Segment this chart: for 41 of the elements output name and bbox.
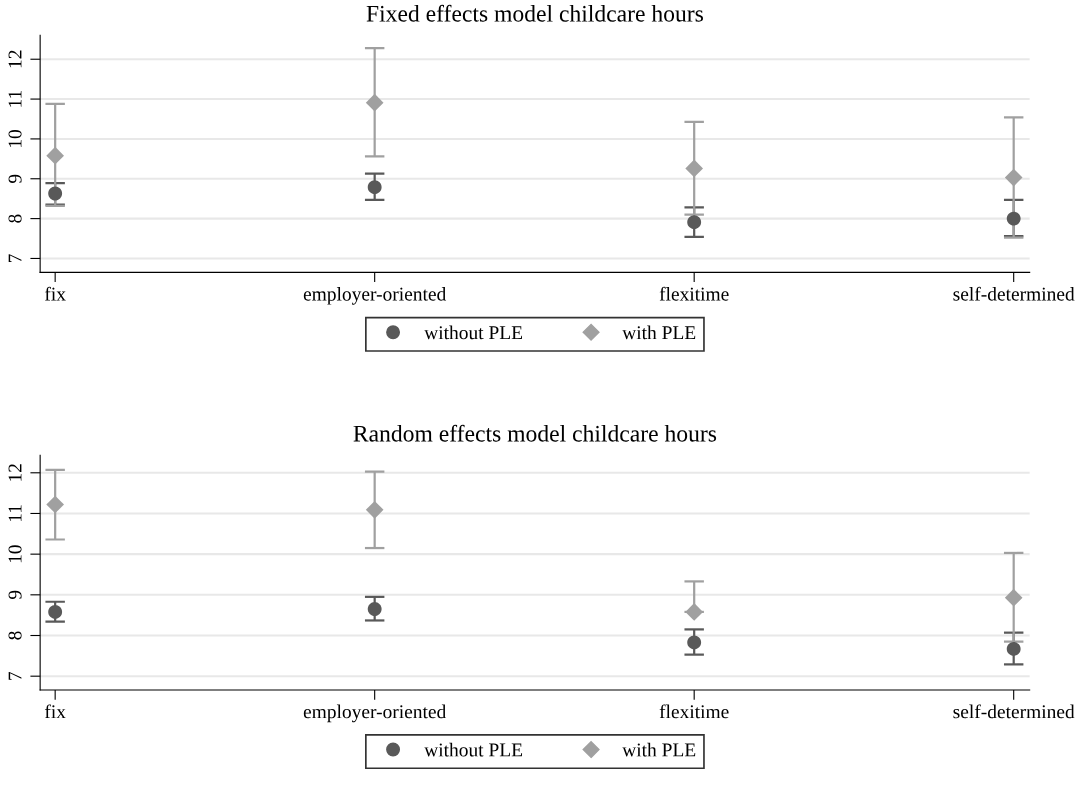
y-tick-label: 10 [8,545,22,563]
x-tick-label: self-determined [953,704,1075,719]
point [685,603,704,621]
x-tick-label: flexitime [659,704,729,719]
legend-label: without PLE [424,325,523,340]
x-tick-label: employer-oriented [303,286,447,305]
y-tick-label: 8 [8,214,22,223]
legend-label: with PLE [622,325,696,340]
y-tick-label: 7 [8,671,22,680]
y-tick-label: 8 [8,631,22,640]
point [687,635,702,650]
x-tick-label: employer-oriented [303,704,447,723]
chart-title: Fixed effects model childcare hours [366,4,703,22]
y-tick-label: 9 [8,174,22,183]
point [685,159,704,178]
y-tick-label: 7 [8,254,22,263]
point [1004,168,1023,187]
point [367,180,382,195]
point [46,495,64,514]
x-tick-label: flexitime [659,286,729,301]
x-tick-label: fix [44,704,66,719]
legend-label: without PLE [424,742,523,757]
point [1006,211,1021,226]
y-tick-label: 12 [8,50,22,68]
y-tick-label: 12 [8,464,22,481]
y-tick-label: 11 [8,90,22,107]
point [1006,641,1021,656]
point [365,500,384,519]
x-tick-label: fix [44,286,66,301]
point [687,215,702,230]
legend-label: with PLE [622,742,696,757]
point [48,186,63,201]
x-tick-label: self-determined [953,286,1075,301]
point [1004,588,1023,607]
point [365,93,384,112]
y-tick-label: 10 [8,129,22,147]
y-tick-label: 9 [8,590,22,600]
point [367,602,382,617]
chart-title: Random effects model childcare hours [353,424,717,442]
y-tick-label: 11 [8,505,22,522]
point [46,146,64,165]
